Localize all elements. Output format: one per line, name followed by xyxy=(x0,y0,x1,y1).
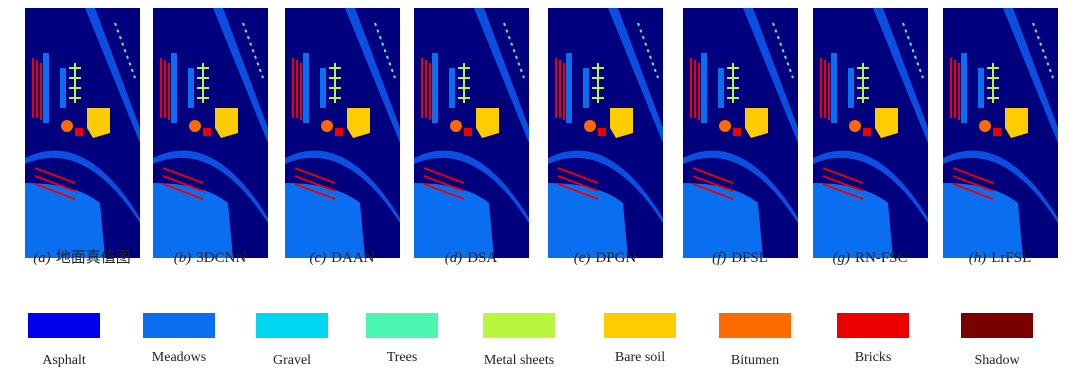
field xyxy=(583,68,589,108)
legend-swatch xyxy=(28,313,100,338)
classification-map xyxy=(285,8,400,258)
bricks xyxy=(863,128,871,136)
legend-label: Shadow xyxy=(974,353,1020,368)
panel-name: DSA xyxy=(467,250,497,266)
legend-swatch xyxy=(961,313,1033,338)
legend-label: Gravel xyxy=(273,353,311,368)
legend-label: Trees xyxy=(387,350,418,365)
bitumen xyxy=(61,120,73,132)
panel-marker: (c) xyxy=(310,250,327,266)
panel-caption: (f) DFSL xyxy=(712,250,768,266)
bare-soil xyxy=(347,108,370,138)
panel-caption: (e)DPGN xyxy=(574,250,637,266)
bitumen xyxy=(321,120,333,132)
figure: (a) 地面真值图 (b)3DCNN (c)DAAN (d)DSA xyxy=(0,0,1068,375)
field xyxy=(831,53,837,123)
field xyxy=(60,68,66,108)
legend-label: Metal sheets xyxy=(484,353,554,368)
legend-swatch xyxy=(837,313,909,338)
field xyxy=(566,53,572,123)
legend-label: Bitumen xyxy=(731,353,779,368)
bricks xyxy=(75,128,83,136)
panel-caption: (b)3DCNN xyxy=(174,250,247,266)
bare-soil xyxy=(215,108,238,138)
bare-soil xyxy=(875,108,898,138)
bare-soil xyxy=(610,108,633,138)
panel-name: DPGN xyxy=(595,250,636,266)
field xyxy=(701,53,707,123)
panel-name: 3DCNN xyxy=(196,250,246,266)
field xyxy=(432,53,438,123)
bitumen xyxy=(584,120,596,132)
classification-map xyxy=(683,8,798,258)
field xyxy=(961,53,967,123)
panel-name: DAAN xyxy=(331,250,374,266)
bitumen xyxy=(189,120,201,132)
bricks xyxy=(993,128,1001,136)
classification-map xyxy=(153,8,268,258)
panel-caption: (c)DAAN xyxy=(310,250,375,266)
panel-caption: (a) 地面真值图 xyxy=(33,248,131,266)
classification-map xyxy=(548,8,663,258)
legend-swatch xyxy=(366,313,438,338)
panel-caption: (h)LrFSL xyxy=(969,250,1032,266)
field xyxy=(320,68,326,108)
bitumen xyxy=(849,120,861,132)
legend-label: Meadows xyxy=(152,350,206,365)
classification-map xyxy=(25,8,140,258)
legend-swatch xyxy=(719,313,791,338)
panel-name: DFSL xyxy=(731,250,768,266)
classification-map xyxy=(414,8,529,258)
bricks xyxy=(733,128,741,136)
field xyxy=(171,53,177,123)
legend-label: Bricks xyxy=(855,350,892,365)
bricks xyxy=(203,128,211,136)
panel-marker: (d) xyxy=(445,250,463,266)
panel-name: 地面真值图 xyxy=(56,248,131,266)
legend-swatch xyxy=(256,313,328,338)
bitumen xyxy=(719,120,731,132)
field xyxy=(188,68,194,108)
panel-marker: (g) xyxy=(832,250,850,266)
field xyxy=(718,68,724,108)
panel-marker: (e) xyxy=(574,250,591,266)
bitumen xyxy=(979,120,991,132)
field xyxy=(303,53,309,123)
bare-soil xyxy=(1005,108,1028,138)
field xyxy=(43,53,49,123)
classification-map xyxy=(943,8,1058,258)
panel-name: RN-FSC xyxy=(855,250,908,266)
bitumen xyxy=(450,120,462,132)
panel-name: LrFSL xyxy=(991,250,1031,266)
legend-swatch xyxy=(143,313,215,338)
field xyxy=(449,68,455,108)
classification-map xyxy=(813,8,928,258)
bare-soil xyxy=(745,108,768,138)
panel-marker: (f) xyxy=(712,250,726,266)
panel-marker: (b) xyxy=(174,250,192,266)
panel-marker: (h) xyxy=(969,250,987,266)
panel-caption: (d)DSA xyxy=(445,250,498,266)
panel-caption: (g) RN-FSC xyxy=(832,250,907,266)
field xyxy=(848,68,854,108)
legend-swatch xyxy=(483,313,555,338)
bricks xyxy=(598,128,606,136)
bricks xyxy=(335,128,343,136)
panel-marker: (a) xyxy=(33,250,51,266)
bare-soil xyxy=(87,108,110,138)
legend-label: Bare soil xyxy=(615,350,665,365)
bricks xyxy=(464,128,472,136)
legend-label: Asphalt xyxy=(42,353,86,368)
bare-soil xyxy=(476,108,499,138)
field xyxy=(978,68,984,108)
legend-swatch xyxy=(604,313,676,338)
